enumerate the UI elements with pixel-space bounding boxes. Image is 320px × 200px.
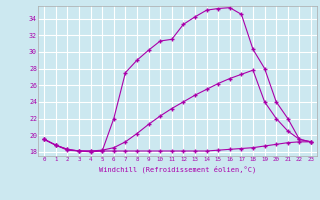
X-axis label: Windchill (Refroidissement éolien,°C): Windchill (Refroidissement éolien,°C) [99,165,256,173]
